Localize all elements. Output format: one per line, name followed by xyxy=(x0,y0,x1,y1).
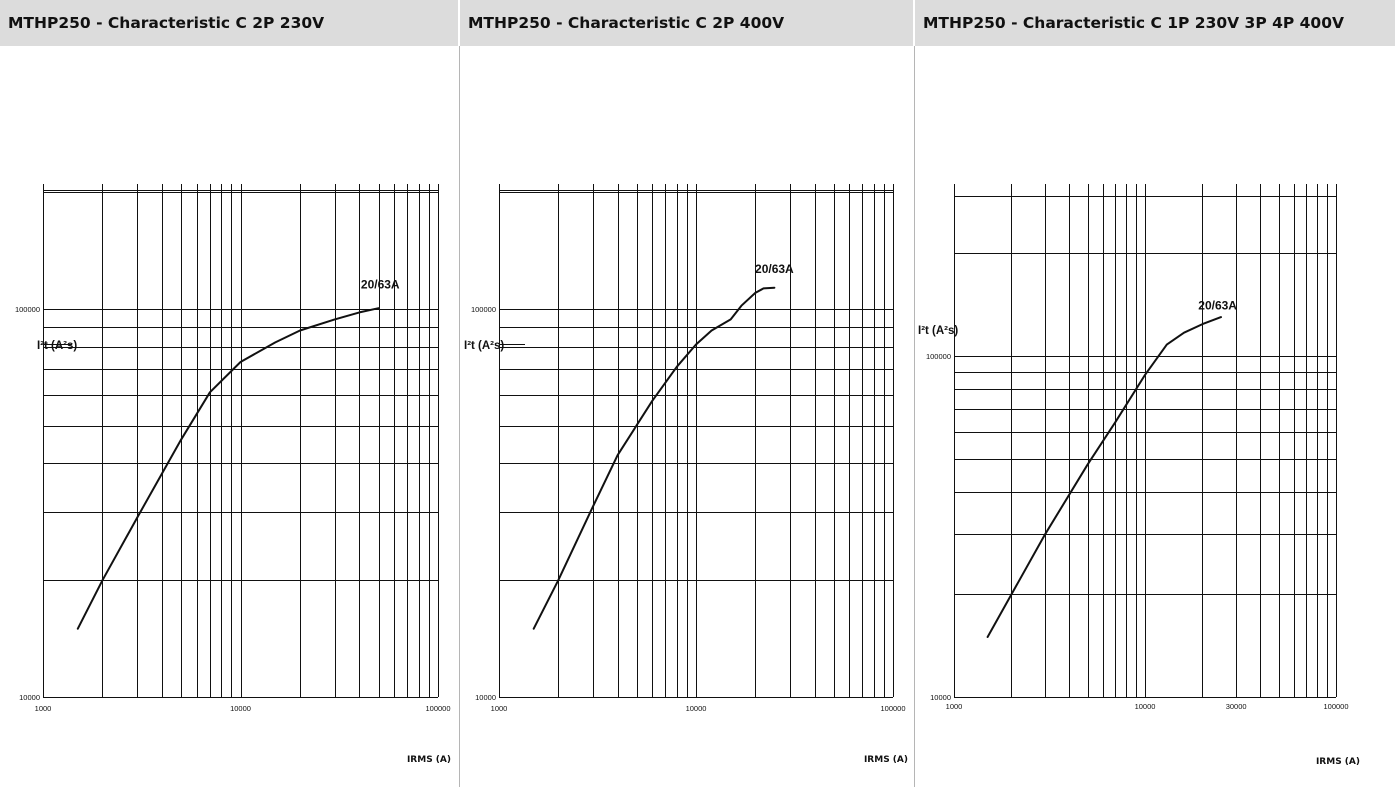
y-axis-label: I²t (A²s) xyxy=(918,325,958,337)
series-line xyxy=(76,307,380,630)
y-tick-label: 100000 xyxy=(471,305,496,314)
x-axis-label: IRMS (A) xyxy=(1316,757,1360,767)
y-axis-label: I²t (A²s) xyxy=(464,340,504,352)
y-tick-label: 10000 xyxy=(930,693,951,702)
panel-header: MTHP250 - Characteristic C 1P 230V 3P 4P… xyxy=(915,0,1395,46)
series-line xyxy=(986,316,1222,638)
x-tick-label: 10000 xyxy=(230,704,251,713)
x-tick-label: 30000 xyxy=(1226,702,1247,711)
y-tick-label: 10000 xyxy=(19,693,40,702)
chart-title: MTHP250 - Characteristic C 2P 400V xyxy=(468,14,785,32)
x-tick-label: 10000 xyxy=(1135,702,1156,711)
chart-title: MTHP250 - Characteristic C 1P 230V 3P 4P… xyxy=(923,14,1344,32)
y-tick-label: 100000 xyxy=(15,305,40,314)
panel-header: MTHP250 - Characteristic C 2P 400V xyxy=(460,0,913,46)
panel-header: MTHP250 - Characteristic C 2P 230V xyxy=(0,0,458,46)
x-tick-label: 1000 xyxy=(491,704,508,713)
x-tick-label: 10000 xyxy=(686,704,707,713)
x-tick-label: 100000 xyxy=(1323,702,1348,711)
y-axis-label: I²t (A²s) xyxy=(37,340,77,352)
y-tick-label: 10000 xyxy=(475,693,496,702)
x-axis-label: IRMS (A) xyxy=(864,755,908,765)
x-tick-label: 1000 xyxy=(35,704,52,713)
chart-panel-1: MTHP250 - Characteristic C 2P 230V 10000… xyxy=(0,0,458,787)
y-tick-label: 100000 xyxy=(926,352,951,361)
chart-title: MTHP250 - Characteristic C 2P 230V xyxy=(8,14,325,32)
chart-svg: 10000 100000 1000 10000 100000 I²t (A²s) IRMS … xyxy=(15,184,451,765)
chart-svg: 10000 100000 1000 10000 100000 I²t (A²s) IRMS … xyxy=(464,184,908,765)
curve-annotation: 20/63A xyxy=(361,277,400,291)
curve-annotation: 20/63A xyxy=(1198,298,1237,312)
chart-panel-3: MTHP250 - Characteristic C 1P 230V 3P 4P… xyxy=(915,0,1395,787)
x-tick-label: 100000 xyxy=(880,704,905,713)
chart-panel-2: MTHP250 - Characteristic C 2P 400V 10000… xyxy=(460,0,913,787)
x-tick-label: 100000 xyxy=(425,704,450,713)
x-axis-label: IRMS (A) xyxy=(407,755,451,765)
x-tick-label: 1000 xyxy=(946,702,963,711)
curve-annotation: 20/63A xyxy=(755,262,794,276)
series-line xyxy=(532,286,776,630)
panel-divider xyxy=(459,46,460,787)
panel-divider xyxy=(914,46,915,787)
